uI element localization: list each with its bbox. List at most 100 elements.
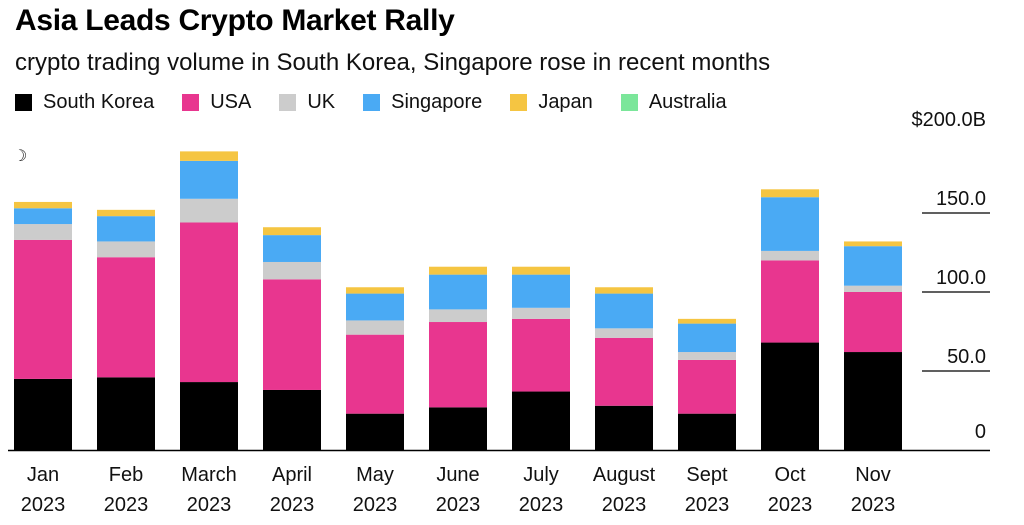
bar-segment-usa [180,222,238,383]
y-tick-label: 50.0 [947,346,986,368]
x-tick-label: 2023 [21,494,66,516]
bar-segment-singapore [761,197,819,251]
bar-segment-south-korea [512,391,570,450]
bar-segment-singapore [14,208,72,225]
legend-item-japan: Japan [510,91,593,114]
bar-segment-uk [595,328,653,338]
bar-segment-singapore [263,235,321,262]
y-tick-label: $200.0B [911,109,986,131]
x-tick-label: 2023 [602,494,647,516]
bar-segment-usa [263,279,321,390]
x-tick-label: Nov [855,464,891,486]
chart-subtitle: crypto trading volume in South Korea, Si… [15,49,771,76]
legend-swatch [363,94,381,111]
x-tick-label: Jan [27,464,59,486]
bar-segment-south-korea [180,382,238,450]
x-tick-label: July [523,464,559,486]
bar-segment-uk [97,241,155,258]
bar-segment-usa [678,359,736,414]
bar-segment-south-korea [595,405,653,450]
x-tick-label: August [593,464,656,486]
legend-label: UK [307,91,336,113]
x-tick-label: 2023 [353,494,398,516]
bar-segment-japan [429,266,487,275]
bar-segment-uk [14,224,72,240]
bar-segment-south-korea [263,389,321,450]
bar-segment-usa [97,257,155,378]
legend-swatch [620,94,638,111]
bar-segment-singapore [346,293,404,321]
legend-item-australia: Australia [620,91,727,114]
bar-segment-japan [14,201,72,209]
y-tick-label: 100.0 [936,267,986,289]
bar-segment-singapore [678,323,736,353]
bar-segment-usa [346,334,404,414]
bar-segment-singapore [97,216,155,242]
bar-segment-usa [761,260,819,343]
legend-item-south-korea: South Korea [15,91,154,114]
legend-item-singapore: Singapore [363,91,482,114]
legend-swatch [510,94,528,111]
bar-segment-uk [263,261,321,280]
bar-segment-south-korea [346,413,404,450]
y-tick-label: 0 [975,421,986,443]
legend-label: Australia [648,91,727,113]
bar-segment-south-korea [844,352,902,450]
x-tick-label: 2023 [104,494,149,516]
bar-segment-singapore [844,246,902,286]
bar-segment-usa [595,337,653,406]
legend-label: Singapore [391,91,483,113]
bar-segment-uk [512,307,570,319]
x-tick-label: Sept [686,464,728,486]
bar-segment-singapore [180,160,238,199]
bar-segment-uk [761,250,819,261]
x-tick-label: Oct [774,464,806,486]
x-tick-label: March [181,464,237,486]
bar-segment-uk [429,309,487,323]
x-tick-label: Feb [109,464,143,486]
legend: South Korea USA UK Singapore Japan Australia [15,91,755,114]
bar-segment-japan [97,209,155,217]
bar-segment-singapore [512,274,570,308]
x-tick-label: 2023 [685,494,730,516]
bar-segment-uk [180,198,238,223]
bar-segment-japan [263,227,321,236]
bar-segment-usa [844,292,902,353]
legend-label: USA [210,91,252,113]
moon-icon: ☽ [13,148,28,165]
bar-segment-south-korea [678,413,736,450]
bar-segment-japan [844,241,902,247]
x-tick-label: 2023 [270,494,315,516]
bar-segment-usa [429,322,487,408]
bar-segment-singapore [429,274,487,310]
bar-segment-japan [595,287,653,294]
x-tick-label: 2023 [187,494,232,516]
chart-title: Asia Leads Crypto Market Rally [15,4,455,37]
legend-swatch [182,94,200,111]
legend-item-uk: UK [279,91,335,114]
bar-segment-uk [844,285,902,292]
y-tick-label: 150.0 [936,188,986,210]
bar-segment-japan [678,318,736,324]
bar-segment-uk [678,352,736,360]
legend-swatch [279,94,297,111]
bar-segment-south-korea [97,377,155,450]
legend-label: South Korea [43,91,155,113]
x-tick-label: 2023 [519,494,564,516]
x-tick-label: June [436,464,479,486]
bar-segment-usa [14,239,72,379]
bar-segment-japan [512,266,570,275]
legend-label: Japan [538,91,593,113]
bar-segment-usa [512,318,570,392]
legend-item-usa: USA [182,91,251,114]
bar-segment-japan [761,189,819,198]
bar-segment-japan [346,287,404,294]
bar-segment-singapore [595,293,653,329]
x-tick-label: May [356,464,394,486]
bar-segment-japan [180,151,238,161]
bar-segment-uk [346,320,404,335]
x-tick-label: 2023 [851,494,896,516]
x-tick-label: 2023 [768,494,813,516]
x-tick-label: April [272,464,312,486]
x-tick-label: 2023 [436,494,481,516]
